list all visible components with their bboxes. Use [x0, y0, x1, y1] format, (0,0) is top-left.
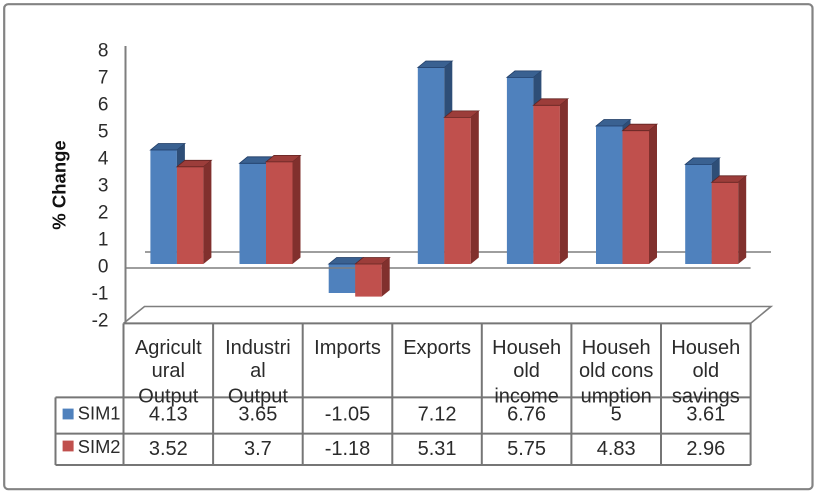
svg-text:6: 6: [98, 95, 109, 116]
svg-text:Agricult: Agricult: [135, 337, 202, 359]
svg-text:5: 5: [611, 404, 622, 426]
svg-text:7.12: 7.12: [418, 404, 457, 426]
svg-text:old: old: [513, 360, 540, 382]
svg-text:old cons: old cons: [579, 360, 654, 382]
svg-text:SIM1: SIM1: [78, 403, 121, 424]
svg-text:2.96: 2.96: [686, 438, 725, 460]
svg-text:savings: savings: [672, 386, 740, 408]
svg-text:5.75: 5.75: [507, 438, 546, 460]
svg-text:1: 1: [98, 230, 109, 251]
svg-text:Househ: Househ: [671, 337, 740, 359]
svg-text:ural: ural: [152, 360, 185, 382]
svg-text:3: 3: [98, 176, 109, 197]
svg-text:-2: -2: [92, 311, 109, 332]
svg-text:3.7: 3.7: [244, 438, 272, 460]
svg-text:0: 0: [98, 257, 109, 278]
svg-text:income: income: [494, 386, 558, 408]
svg-text:Output: Output: [138, 386, 198, 408]
svg-text:SIM2: SIM2: [78, 436, 121, 457]
svg-text:7: 7: [98, 68, 109, 89]
svg-text:4.83: 4.83: [597, 438, 636, 460]
svg-text:umption: umption: [581, 386, 652, 408]
svg-text:3.65: 3.65: [238, 404, 277, 426]
svg-text:Househ: Househ: [582, 337, 651, 359]
svg-text:8: 8: [98, 41, 109, 62]
svg-text:Imports: Imports: [314, 337, 381, 359]
svg-text:% Change: % Change: [49, 140, 70, 229]
svg-text:Househ: Househ: [492, 337, 561, 359]
svg-text:4.13: 4.13: [149, 404, 188, 426]
svg-text:old: old: [692, 360, 719, 382]
svg-text:Industri: Industri: [225, 337, 291, 359]
svg-text:6.76: 6.76: [507, 404, 546, 426]
svg-text:3.52: 3.52: [149, 438, 188, 460]
svg-text:4: 4: [98, 149, 109, 170]
svg-text:-1.18: -1.18: [325, 438, 371, 460]
svg-text:-1.05: -1.05: [325, 404, 371, 426]
svg-text:Output: Output: [228, 386, 288, 408]
svg-text:3.61: 3.61: [686, 404, 725, 426]
svg-text:al: al: [250, 360, 266, 382]
svg-text:5.31: 5.31: [418, 438, 457, 460]
svg-text:Exports: Exports: [403, 337, 471, 359]
svg-text:-1: -1: [92, 284, 109, 305]
svg-text:5: 5: [98, 122, 109, 143]
svg-text:2: 2: [98, 203, 109, 224]
